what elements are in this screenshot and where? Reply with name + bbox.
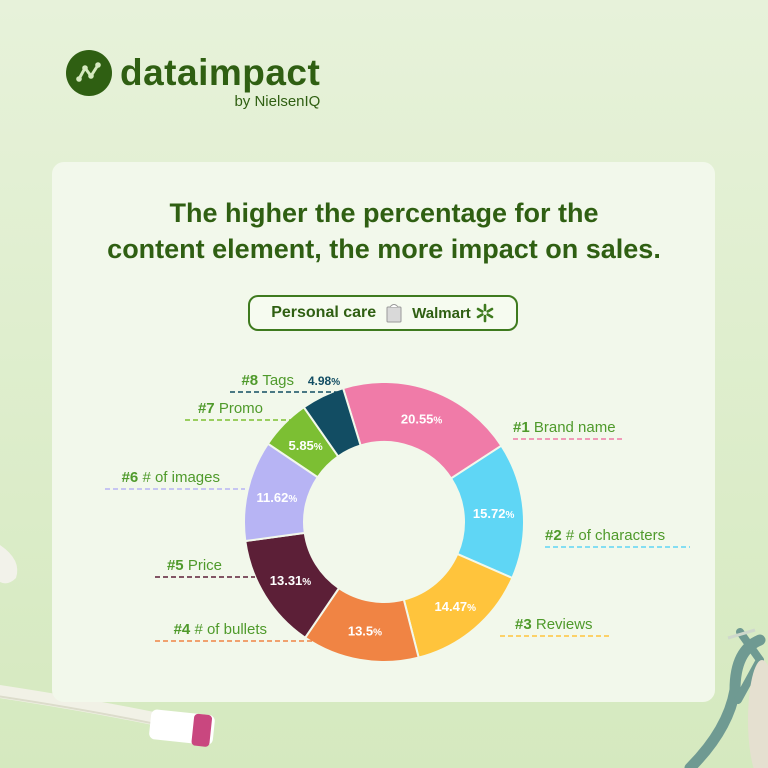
value-label-brand-name: 20.55% <box>401 412 443 427</box>
donut-slice-brand-name <box>341 381 503 480</box>
category-label-of-images: #6 # of images <box>122 469 220 486</box>
donut-slice-tags <box>302 386 362 458</box>
value-label-tags: 4.98% <box>308 374 340 388</box>
title-line-1: The higher the percentage for the <box>169 198 599 228</box>
category-retailer-filter: Personal care Walmart <box>248 295 518 331</box>
category-label-of-bullets: #4 # of bullets <box>174 621 267 638</box>
walmart-spark-icon <box>476 303 494 323</box>
category-label-promo: #7 Promo <box>198 400 263 417</box>
page-title: The higher the percentage for the conten… <box>0 195 768 267</box>
category-label-of-characters: #2 # of characters <box>545 527 665 544</box>
category-label-brand-name: #1 Brand name <box>513 419 616 436</box>
category-label-reviews: #3 Reviews <box>515 616 593 633</box>
tissue-box-icon <box>386 304 402 323</box>
retailer-label: Walmart <box>412 304 471 322</box>
brand-name: dataimpact <box>120 52 321 93</box>
value-label-reviews: 14.47% <box>435 599 477 614</box>
title-line-2: content element, the more impact on sale… <box>107 234 661 264</box>
category-label: Personal care <box>271 304 377 321</box>
value-label-of-bullets: 13.5% <box>348 623 382 638</box>
value-label-promo: 5.85% <box>288 438 322 453</box>
category-label-price: #5 Price <box>167 557 222 574</box>
value-label-price: 13.31% <box>270 573 312 588</box>
category-label-tags: #8 Tags <box>241 372 294 389</box>
value-label-of-images: 11.62% <box>256 490 297 505</box>
value-label-of-characters: 15.72% <box>473 506 515 521</box>
brand-subtitle: by NielsenIQ <box>234 93 321 110</box>
brand-logo: dataimpact by NielsenIQ <box>66 50 321 110</box>
line-chart-icon <box>66 50 112 96</box>
